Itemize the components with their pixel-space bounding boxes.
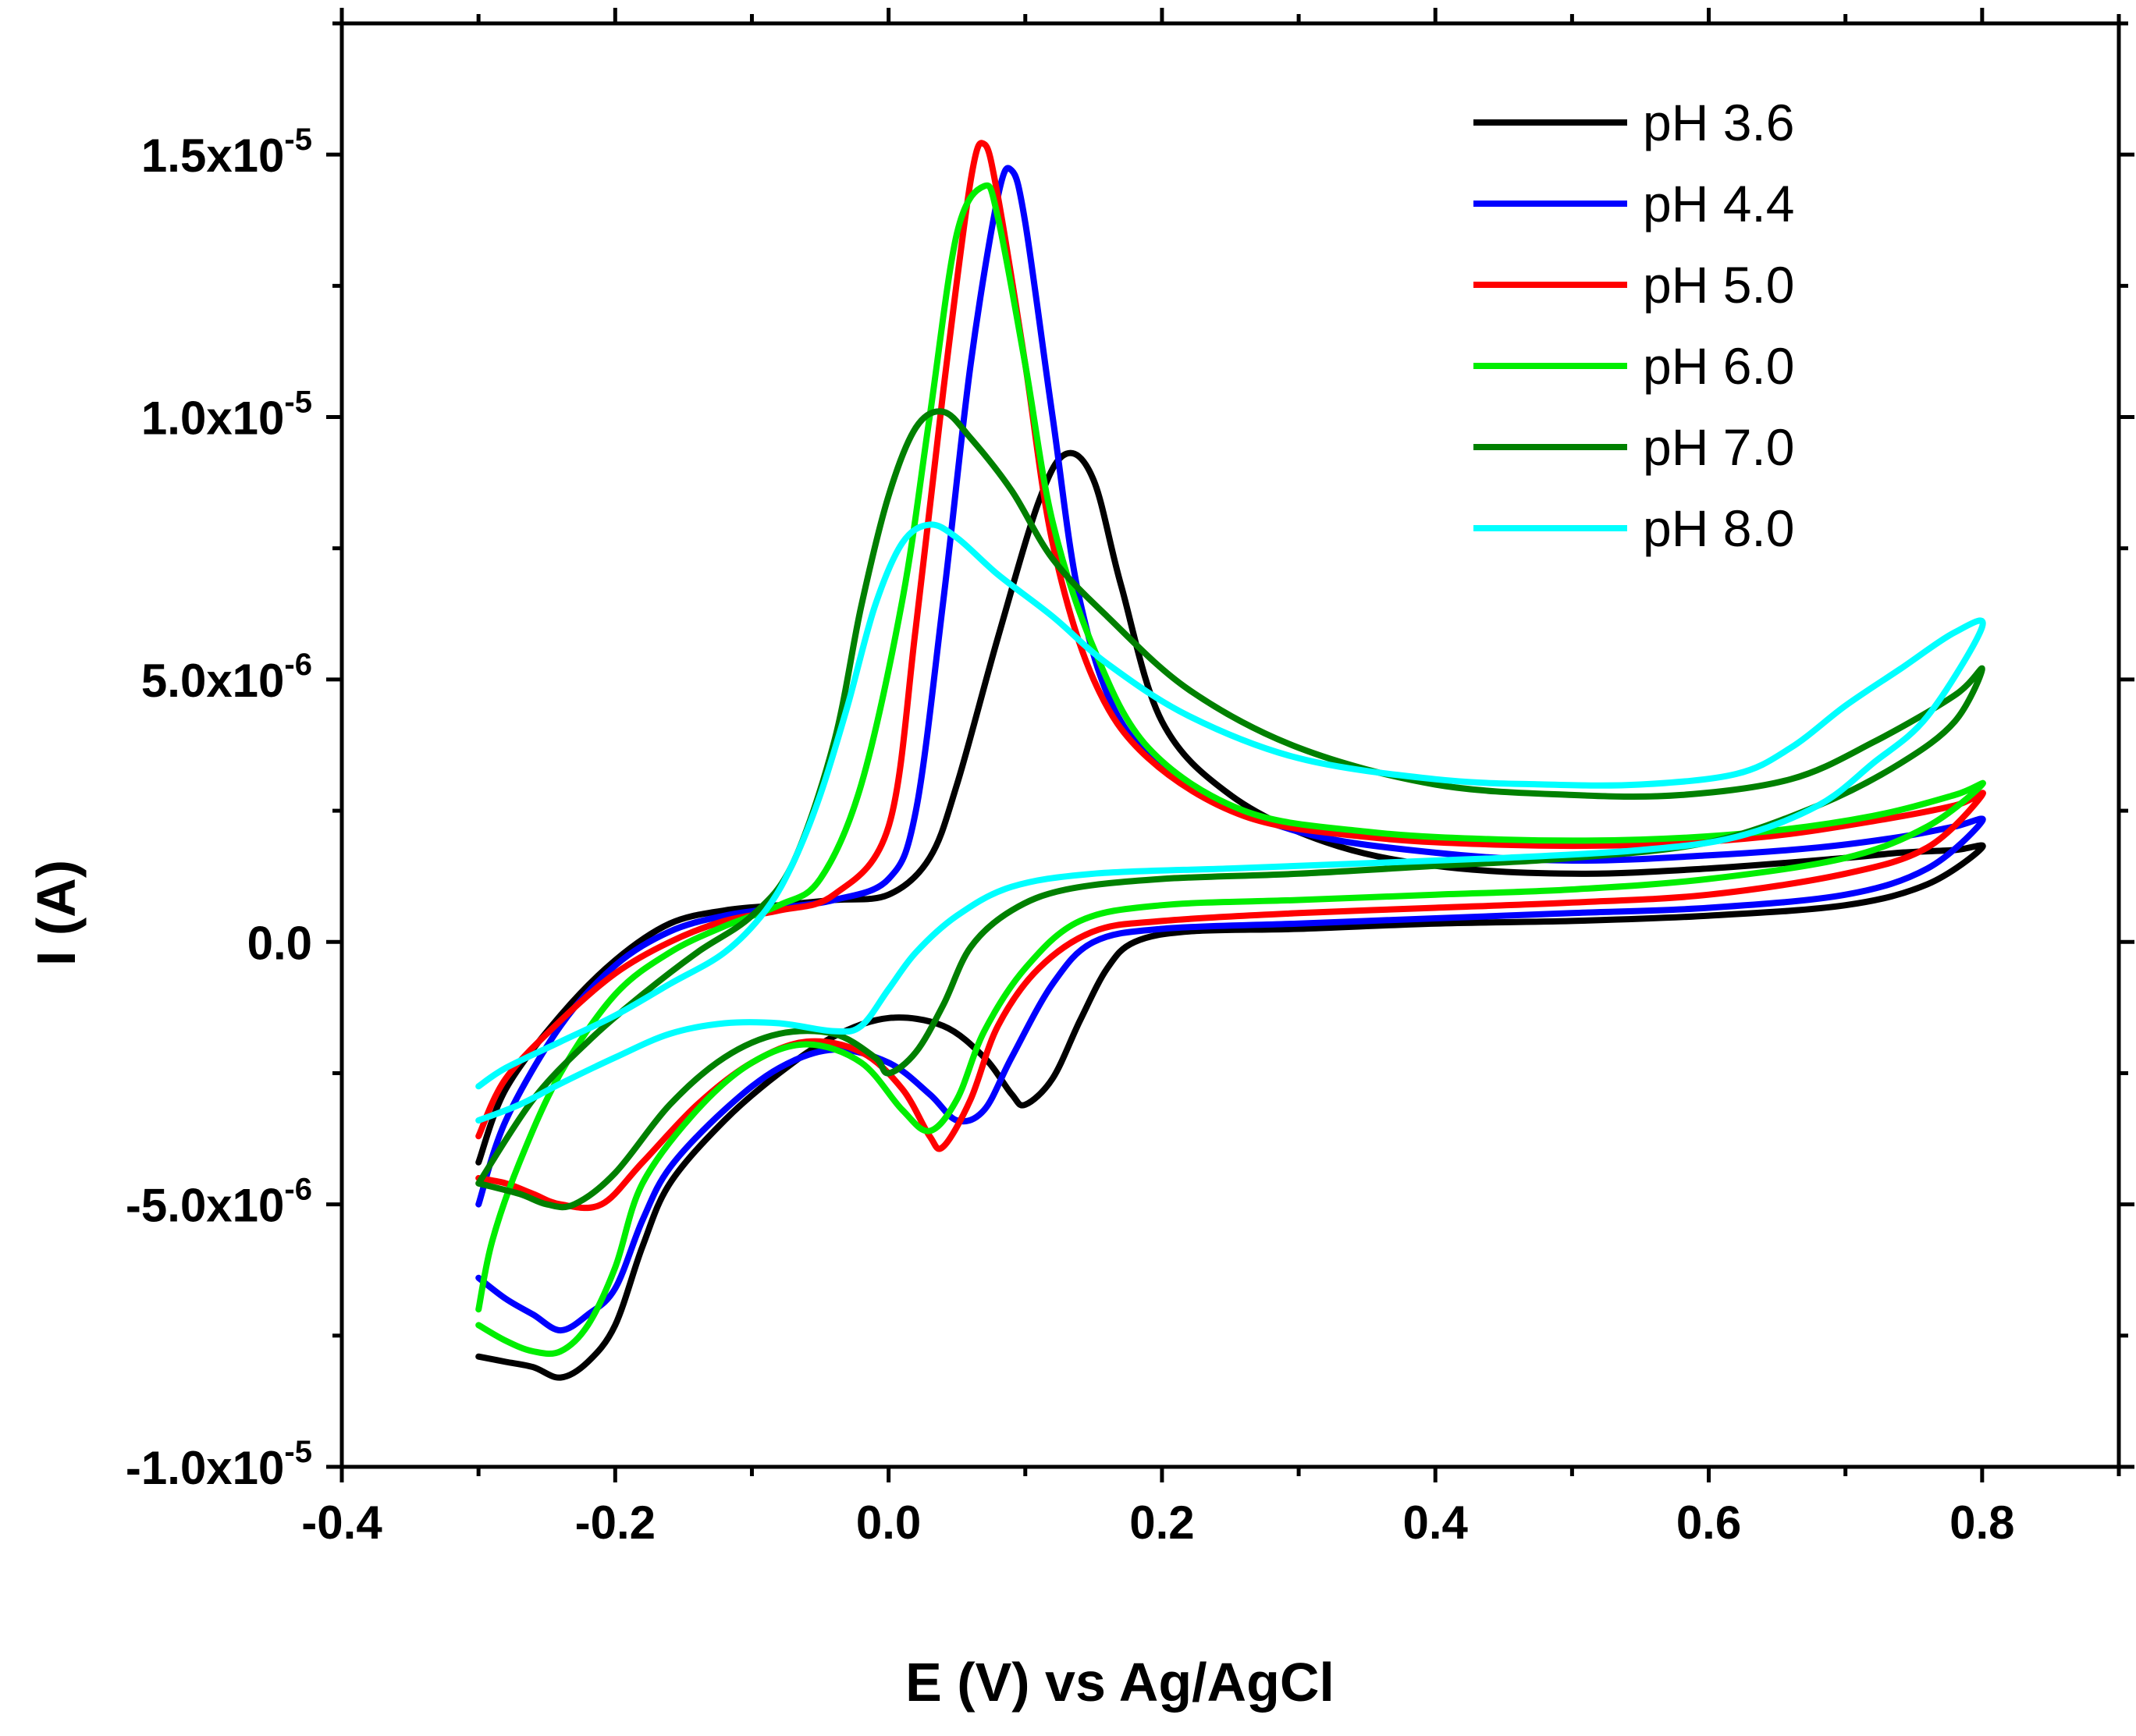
x-tick-label: -0.4 <box>301 1496 382 1549</box>
x-tick-label: 0.8 <box>1949 1496 2014 1549</box>
series-line-5 <box>475 408 1985 1211</box>
y-axis-title: I (A) <box>26 860 87 966</box>
series-line-3 <box>475 140 1986 1212</box>
ticks-layer <box>326 8 2134 1482</box>
x-tick-label: -0.2 <box>575 1496 656 1549</box>
x-tick-labels: -0.4 -0.2 0.0 0.2 0.4 0.6 0.8 <box>301 1496 2014 1549</box>
legend-label-4: pH 6.0 <box>1643 337 1794 395</box>
x-tick-label: 0.0 <box>856 1496 921 1549</box>
x-tick-label: 0.4 <box>1403 1496 1469 1549</box>
x-axis-title: E (V) vs Ag/AgCl <box>905 1652 1335 1713</box>
series-layer <box>475 140 1986 1381</box>
legend-label-5: pH 7.0 <box>1643 418 1794 476</box>
y-tick-label: 1.5x10-5 <box>141 122 312 182</box>
y-tick-labels: 1.5x10-5 1.0x10-5 5.0x10-6 0.0 -5.0x10-6 -1.0… <box>126 122 312 1494</box>
plot-frame <box>339 21 2121 1469</box>
legend-label-2: pH 4.4 <box>1643 175 1794 233</box>
y-tick-label: -5.0x10-6 <box>126 1173 312 1232</box>
y-tick-label: 5.0x10-6 <box>141 648 312 707</box>
y-tick-label: 0.0 <box>247 917 312 969</box>
series-line-4 <box>475 182 1986 1358</box>
x-tick-label: 0.6 <box>1676 1496 1741 1549</box>
y-tick-label: 1.0x10-5 <box>141 385 312 445</box>
legend-label-1: pH 3.6 <box>1643 94 1794 151</box>
legend: pH 3.6 pH 4.4 pH 5.0 pH 6.0 pH 7.0 pH 8.0 <box>1473 94 1794 557</box>
y-tick-label: -1.0x10-5 <box>126 1435 312 1494</box>
legend-label-3: pH 5.0 <box>1643 256 1794 314</box>
x-tick-label: 0.2 <box>1129 1496 1194 1549</box>
series-line-6 <box>475 521 1986 1124</box>
legend-label-6: pH 8.0 <box>1643 499 1794 557</box>
